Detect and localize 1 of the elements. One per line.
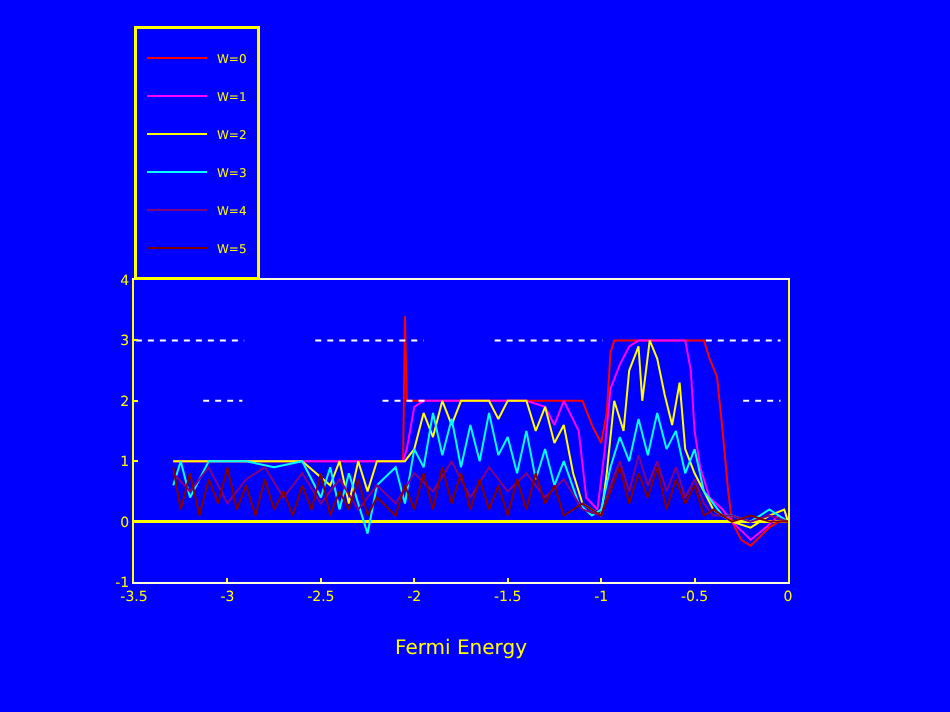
x-axis-title: Fermi Energy <box>394 637 528 660</box>
